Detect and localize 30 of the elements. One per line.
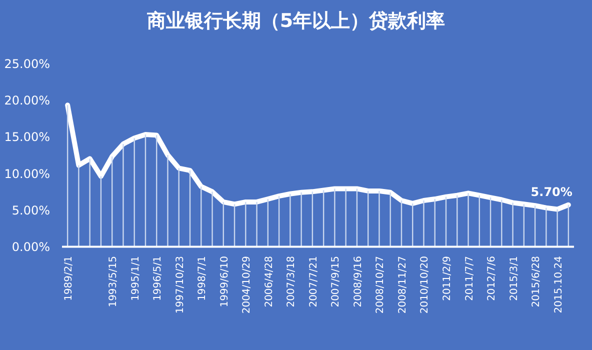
x-tick-label: 2007/9/15 — [330, 256, 342, 308]
y-tick-label: 10.00% — [4, 166, 50, 181]
y-tick-label: 25.00% — [4, 56, 50, 71]
x-tick-label: 1999/6/10 — [219, 256, 230, 308]
y-tick-label: 20.00% — [4, 93, 50, 108]
x-tick-label: 2004/10/29 — [242, 256, 253, 314]
x-tick-label: 1998/7/1 — [197, 256, 208, 301]
x-tick-label: 2011/2/9 — [442, 256, 453, 301]
x-tick-label: 2015/6/28 — [531, 256, 542, 308]
title: 商业银行长期（5年以上）贷款利率 — [146, 10, 446, 32]
y-tick-label: 15.00% — [4, 130, 50, 144]
x-tick-label: 2011/7/7 — [464, 256, 476, 301]
x-tick-label: 2008/10/27 — [375, 256, 386, 314]
x-tick-label: 2006/4/28 — [264, 256, 275, 308]
x-tick-label: 1997/10/23 — [174, 256, 186, 314]
x-tick-label: 2008/11/27 — [397, 256, 408, 314]
x-tick-label: 2008/9/16 — [352, 256, 364, 308]
x-tick-label: 1996/5/1 — [152, 256, 164, 301]
data-label: 5.70% — [530, 184, 572, 199]
y-tick-label: 0.00% — [12, 240, 50, 254]
x-tick-label: 2007/3/18 — [286, 256, 298, 308]
x-tick-label: 2015/3/1 — [508, 256, 520, 301]
x-tick-label: 1995/1/1 — [130, 256, 142, 301]
x-tick-label: 2015.10.24 — [553, 256, 564, 314]
x-tick-label: 1989/2/1 — [64, 256, 75, 301]
x-tick-label: 1993/5/15 — [108, 256, 120, 308]
x-tick-label: 2012/7/6 — [486, 256, 498, 301]
y-tick-label: 5.00% — [12, 204, 50, 218]
x-tick-label: 2010/10/20 — [420, 256, 431, 314]
x-tick-label: 2007/7/21 — [308, 256, 320, 308]
